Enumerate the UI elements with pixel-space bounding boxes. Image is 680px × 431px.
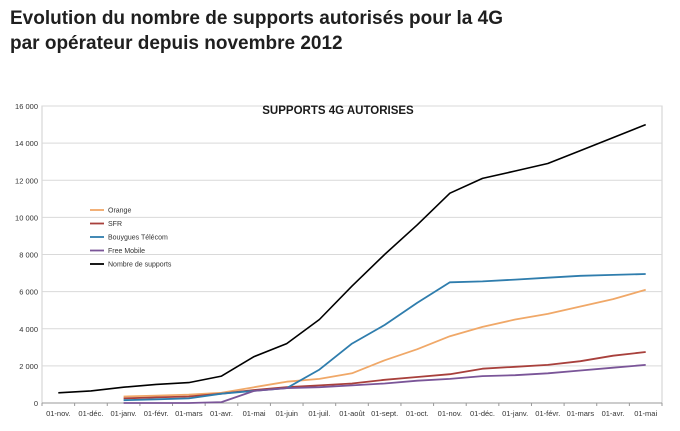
- legend-label: SFR: [108, 221, 122, 228]
- x-tick-label: 01-mai: [634, 409, 657, 418]
- legend-label: Bouygues Télécom: [108, 235, 168, 242]
- series-line-nombre-de-supports: [58, 123, 646, 394]
- headline-line-2: par opérateur depuis novembre 2012: [10, 33, 343, 54]
- x-tick-label: 01-janv.: [111, 409, 137, 418]
- y-tick-label: 0: [34, 399, 38, 408]
- x-tick-label: 01-juil.: [308, 409, 330, 418]
- y-tick-label: 4 000: [19, 325, 38, 334]
- x-tick-label: 01-oct.: [406, 409, 429, 418]
- y-tick-label: 6 000: [19, 288, 38, 297]
- legend-label: Nombre de supports: [108, 262, 172, 269]
- chart-frame: 0 2 000 4 000 6 000 8 000 10 000 12 000 14 000 1…: [2, 92, 670, 426]
- x-tick-label: 01-avr.: [210, 409, 233, 418]
- y-tick-label: 2 000: [19, 362, 38, 371]
- x-tick-label: 01-août: [339, 409, 365, 418]
- x-tick-label: 01-févr.: [535, 409, 560, 418]
- x-tick-label: 01-mars: [567, 409, 595, 418]
- x-tick-label: 01-janv.: [502, 409, 528, 418]
- x-tick-label: 01-févr.: [144, 409, 169, 418]
- legend-label: Orange: [108, 208, 131, 215]
- x-tick-label: 01-déc.: [470, 409, 495, 418]
- x-tick-label: 01-sept.: [371, 409, 398, 418]
- x-tick-label: 01-nov.: [46, 409, 70, 418]
- chart-title: SUPPORTS 4G AUTORISES: [262, 105, 414, 117]
- headline-line-1: Evolution du nombre de supports autorisé…: [10, 8, 503, 29]
- series-layer: [58, 123, 646, 404]
- axis-layer: 0 2 000 4 000 6 000 8 000 10 000 12 000 14 000 1…: [15, 102, 663, 418]
- x-tick-label: 01-déc.: [78, 409, 103, 418]
- y-tick-label: 10 000: [15, 213, 38, 222]
- line-chart: 0 2 000 4 000 6 000 8 000 10 000 12 000 14 000 1…: [15, 102, 663, 418]
- chart-legend: Orange SFR Bouygues Télécom Free Mobile Nomb…: [90, 208, 172, 269]
- series-line-sfr: [123, 351, 646, 400]
- series-line-free-mobile: [123, 364, 646, 404]
- legend-label: Free Mobile: [108, 248, 145, 255]
- y-tick-label: 8 000: [19, 251, 38, 260]
- y-tick-label: 12 000: [15, 176, 38, 185]
- x-tick-label: 01-mai: [243, 409, 266, 418]
- series-line-orange: [123, 288, 646, 398]
- x-tick-label: 01-avr.: [602, 409, 625, 418]
- x-tick-label: 01-juin: [275, 409, 298, 418]
- y-tick-label: 14 000: [15, 139, 38, 148]
- series-line-bouygues-telecom: [123, 273, 646, 402]
- y-tick-label: 16 000: [15, 102, 38, 111]
- x-tick-label: 01-nov.: [438, 409, 462, 418]
- headline: Evolution du nombre de supports autorisé…: [10, 6, 503, 56]
- x-tick-label: 01-mars: [175, 409, 203, 418]
